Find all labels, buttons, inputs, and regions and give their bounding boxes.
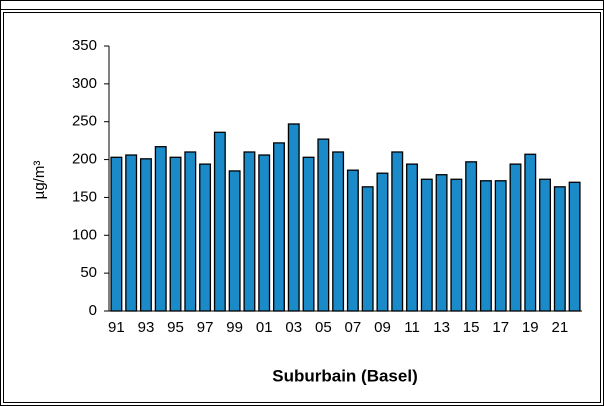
x-tick-label: 07 <box>345 319 362 336</box>
bar <box>524 153 537 312</box>
bar <box>553 186 566 312</box>
bar <box>243 151 256 312</box>
y-tick-label: 300 <box>72 75 97 92</box>
x-tick-label: 97 <box>197 319 214 336</box>
bar <box>479 180 492 312</box>
bar <box>110 156 123 312</box>
bar <box>494 180 507 312</box>
bar <box>228 170 241 312</box>
bar <box>346 169 359 312</box>
y-tick-label: 250 <box>72 113 97 130</box>
y-axis-label: µg/m³ <box>31 161 48 200</box>
bar <box>154 146 167 312</box>
bar <box>376 172 389 312</box>
x-tick-label: 03 <box>285 319 302 336</box>
bar <box>273 142 285 312</box>
x-tick-label: 17 <box>492 319 509 336</box>
bar <box>420 178 433 312</box>
x-tick-label: 15 <box>463 319 480 336</box>
bar <box>539 178 552 312</box>
y-tick-label: 100 <box>72 226 97 243</box>
bar <box>361 186 374 312</box>
bar <box>213 131 226 312</box>
y-tick-label: 150 <box>72 188 97 205</box>
bar <box>509 163 522 312</box>
bar <box>435 174 448 312</box>
bar <box>139 158 152 312</box>
x-tick-label: 91 <box>108 319 125 336</box>
y-tick-label: 350 <box>72 37 97 54</box>
x-tick-label: 99 <box>226 319 243 336</box>
y-tick-label: 0 <box>89 302 97 319</box>
bar <box>184 151 197 312</box>
bar <box>568 181 581 312</box>
x-axis-label: Suburbain (Basel) <box>272 366 417 385</box>
x-tick-label: 21 <box>551 319 568 336</box>
x-tick-label: 95 <box>167 319 184 336</box>
x-tick-label: 09 <box>374 319 391 336</box>
bar <box>332 151 345 312</box>
x-tick-label: 19 <box>522 319 539 336</box>
bar <box>391 151 404 312</box>
bar <box>287 123 300 312</box>
bar <box>258 154 271 312</box>
bar <box>199 163 212 312</box>
x-tick-label: 01 <box>256 319 273 336</box>
x-tick-label: 05 <box>315 319 332 336</box>
bar <box>465 161 478 312</box>
y-tick-label: 200 <box>72 151 97 168</box>
y-tick-label: 50 <box>80 264 97 281</box>
bar <box>317 138 330 312</box>
bar <box>125 154 138 312</box>
bar <box>406 163 418 312</box>
bar <box>169 156 182 312</box>
chart-frame <box>3 12 601 403</box>
bar <box>302 156 315 312</box>
bar <box>450 178 463 312</box>
x-tick-label: 93 <box>138 319 155 336</box>
x-tick-label: 11 <box>404 319 420 336</box>
x-tick-label: 13 <box>433 319 450 336</box>
